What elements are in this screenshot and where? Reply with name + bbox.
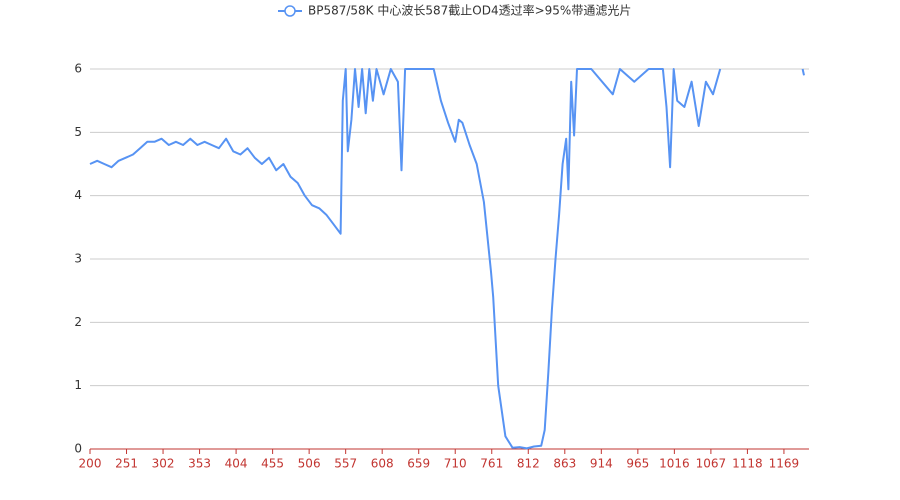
x-tick-label: 761 xyxy=(480,457,503,471)
x-tick-label: 251 xyxy=(115,457,138,471)
y-tick-label: 2 xyxy=(74,315,82,329)
x-tick-label: 1169 xyxy=(769,457,800,471)
data-line xyxy=(89,68,805,450)
x-tick-label: 710 xyxy=(444,457,467,471)
x-tick-label: 302 xyxy=(152,457,175,471)
y-tick-label: 5 xyxy=(74,125,82,139)
x-tick-label: 506 xyxy=(298,457,321,471)
x-tick-label: 353 xyxy=(188,457,211,471)
y-tick-label: 6 xyxy=(74,62,82,76)
x-tick-label: 200 xyxy=(79,457,102,471)
x-tick-label: 1016 xyxy=(659,457,690,471)
y-tick-label: 4 xyxy=(74,188,82,202)
legend-label: BP587/58K 中心波长587截止OD4透过率>95%带通滤光片 xyxy=(308,3,631,18)
x-tick-label: 659 xyxy=(407,457,430,471)
legend[interactable]: BP587/58K 中心波长587截止OD4透过率>95%带通滤光片 xyxy=(278,3,631,18)
y-tick-label: 3 xyxy=(74,252,82,266)
x-tick-label: 812 xyxy=(517,457,540,471)
y-tick-label: 1 xyxy=(74,378,82,392)
x-tick-label: 1118 xyxy=(732,457,763,471)
x-tick-label: 455 xyxy=(261,457,284,471)
x-tick-label: 914 xyxy=(590,457,613,471)
x-tick-label: 863 xyxy=(553,457,576,471)
legend-symbol xyxy=(284,5,296,17)
x-tick-label: 557 xyxy=(334,457,357,471)
x-tick-label: 608 xyxy=(371,457,394,471)
x-tick-label: 1067 xyxy=(696,457,727,471)
y-tick-label: 0 xyxy=(74,442,82,456)
x-tick-label: 404 xyxy=(225,457,248,471)
x-tick-label: 965 xyxy=(626,457,649,471)
